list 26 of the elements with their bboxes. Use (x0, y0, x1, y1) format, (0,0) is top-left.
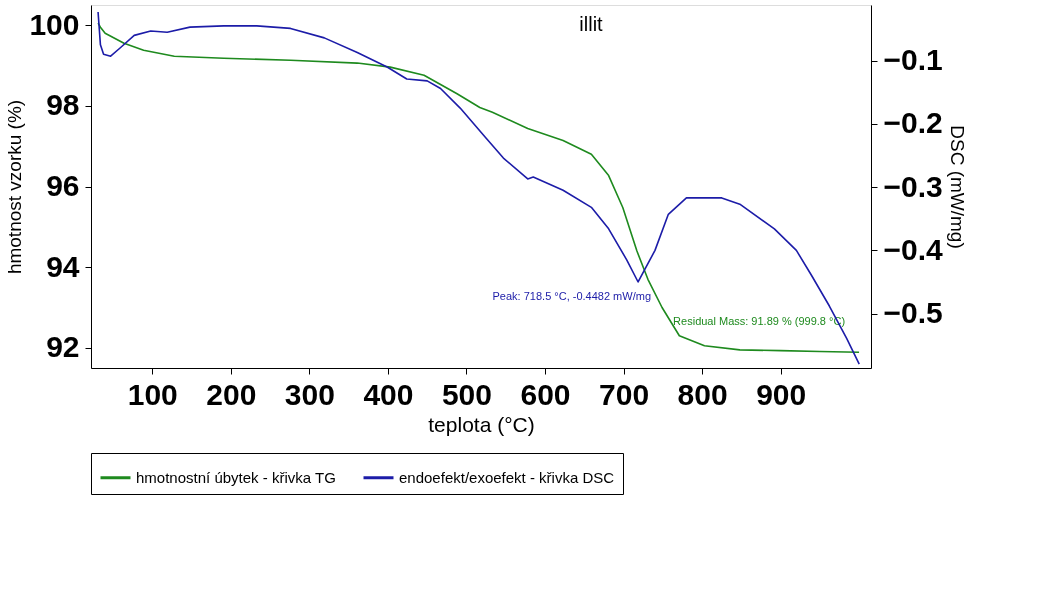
legend-label: hmotnostní úbytek - křivka TG (136, 468, 336, 486)
y-tick-label: 96 (46, 169, 80, 202)
y2-tick-label: −0.5 (883, 296, 943, 330)
x-tick-label: 300 (284, 377, 335, 411)
x-tick-label: 900 (756, 377, 807, 411)
annotation: Peak: 718.5 °C, -0.4482 mW/mg (492, 290, 651, 302)
x-tick-label: 200 (206, 377, 257, 411)
y2-tick-label: −0.3 (883, 169, 943, 203)
y-axis-title: hmotnost vzorku (%) (4, 99, 26, 275)
x-tick-label: 600 (520, 377, 571, 411)
y2-axis-title: DSC (mW/mg) (946, 125, 968, 249)
legend-label: endoefekt/exoefekt - křivka DSC (399, 468, 615, 486)
y2-tick-label: −0.2 (883, 106, 943, 140)
y2-tick-label: −0.4 (883, 232, 944, 266)
x-tick-label: 100 (127, 377, 178, 411)
x-tick-label: 700 (599, 377, 650, 411)
y-tick-label: 94 (46, 249, 80, 283)
x-tick-label: 400 (363, 377, 414, 411)
y-tick-label: 100 (29, 7, 80, 41)
x-tick-label: 500 (441, 377, 492, 411)
y-tick-label: 92 (46, 330, 80, 364)
chart-title: illit (579, 13, 604, 35)
x-axis-title: teplota (°C) (428, 412, 535, 436)
y2-tick-label: −0.1 (883, 43, 943, 77)
y-tick-label: 98 (46, 88, 80, 122)
x-tick-label: 800 (677, 377, 728, 411)
